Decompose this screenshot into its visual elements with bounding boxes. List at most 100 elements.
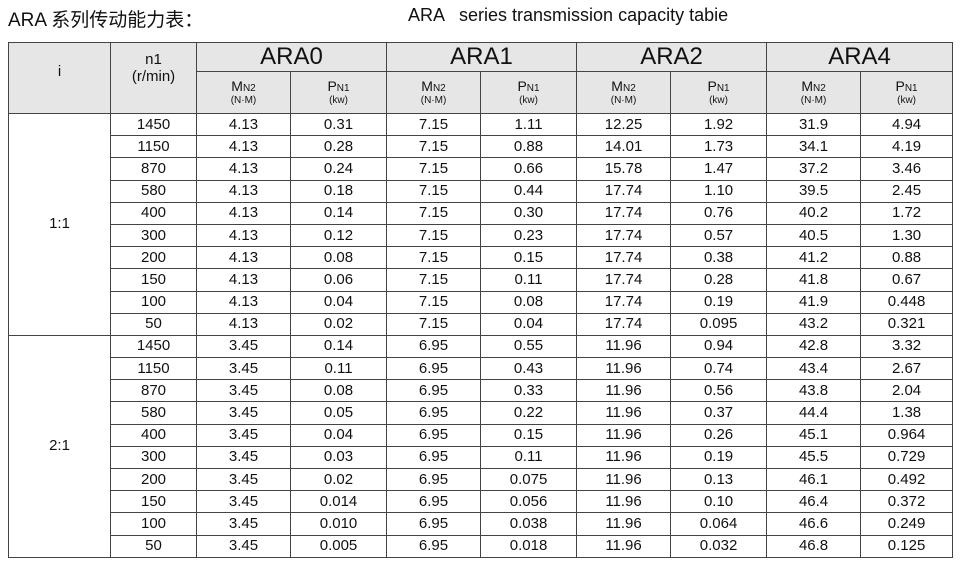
data-row: 2:1 1450 3.45 0.14 6.95 0.55 11.96 0.94 42.8 3.32 [8,334,954,558]
cell: 0.14 [289,201,388,225]
cell: 11.96 [576,467,672,492]
cell: 0.095 [670,312,768,336]
cell: 6.95 [386,379,482,403]
cell: 0.08 [289,379,388,403]
cell: 6.95 [386,357,482,381]
cell: 7.15 [386,112,482,137]
cell: 4.13 [196,312,291,336]
cell: 0.76 [670,201,768,225]
cell: 6.95 [386,534,482,558]
data-row: 200 4.13 0.08 7.15 0.15 17.74 0.38 41.2 0.88 [9,246,954,270]
cell: 0.064 [670,512,768,536]
cell: 150 [110,268,197,292]
symbol: M [611,77,623,94]
unit: (kw) [519,94,538,106]
data-row: 150 3.45 0.014 6.95 0.056 11.96 0.10 46.4 0.372 [9,490,954,514]
cell: 0.44 [480,179,578,203]
cell: 4.13 [196,201,291,225]
cell: 2.04 [860,379,954,403]
cell: 6.95 [386,423,482,447]
cell: 45.5 [766,445,862,470]
cell: 3.45 [196,445,291,470]
cell: 0.30 [480,201,578,225]
cell: 4.13 [196,179,291,203]
title-en: ARA series transmission capacity tabie [408,5,729,25]
cell: 0.88 [860,246,954,270]
cell: 0.372 [860,490,954,514]
cell: 1150 [110,357,197,381]
cell: 0.249 [860,512,954,536]
cell: 3.45 [196,534,291,558]
model-header: ARA1 [386,42,578,72]
cell: 11.96 [576,534,672,558]
data-row: 200 3.45 0.02 6.95 0.075 11.96 0.13 46.1 0.492 [9,467,954,492]
data-row: 870 4.13 0.24 7.15 0.66 15.78 1.47 37.2 3.46 [9,157,954,181]
cell: 40.5 [766,223,862,248]
cell: 4.13 [196,290,291,314]
cell: 0.74 [670,357,768,381]
cell: 4.19 [860,135,954,159]
cell: 6.95 [386,490,482,514]
cell: 0.19 [670,445,768,470]
cell: 0.056 [480,490,578,514]
data-row: 1150 3.45 0.11 6.95 0.43 11.96 0.74 43.4 2.67 [9,357,954,381]
symbol: P [327,77,337,94]
data-row: 400 4.13 0.14 7.15 0.30 17.74 0.76 40.2 1.72 [9,201,954,225]
cell: 0.55 [480,334,578,359]
cell: 0.23 [480,223,578,248]
cell: 0.075 [480,467,578,492]
capacity-table: i n1 (r/min) ARA0 ARA1 ARA2 ARA4 MN2 (N·M) PN1(… [8,42,954,558]
cell: 1.11 [480,112,578,137]
unit: (N·M) [420,94,447,106]
cell: 1.38 [860,401,954,425]
cell: 3.45 [196,357,291,381]
cell: 0.24 [289,157,388,181]
sub-header: PN1 (kw) [670,71,768,114]
cell: 0.10 [670,490,768,514]
model-header: ARA0 [195,42,388,72]
cell: 0.67 [860,268,954,292]
cell: 11.96 [576,357,672,381]
sub-header: MN2 (N·M) [386,71,482,114]
cell: 17.74 [576,268,672,292]
cell: 3.45 [196,401,291,425]
cell: 0.02 [289,467,388,492]
cell: 0.31 [289,112,388,137]
cell: 11.96 [576,334,672,359]
cell: 0.125 [860,534,954,558]
cell: 0.032 [670,534,768,558]
subscript: N2 [242,82,256,94]
cell: 3.32 [860,334,954,359]
cell: 46.8 [766,534,862,558]
cell: 6.95 [386,467,482,492]
subscript: N1 [716,82,730,94]
cell: 6.95 [386,401,482,425]
cell: 0.729 [860,445,954,470]
cell: 0.14 [289,334,388,359]
cell: 0.02 [289,312,388,336]
cell: 0.06 [289,268,388,292]
cell: 0.18 [289,179,388,203]
cell: 0.88 [480,135,578,159]
cell: 7.15 [386,246,482,270]
cell: 7.15 [386,135,482,159]
cell: 0.11 [289,357,388,381]
sub-header: MN2 (N·M) [766,71,862,114]
cell: 0.964 [860,423,954,447]
cell: 3.45 [196,512,291,536]
cell: 17.74 [576,179,672,203]
unit: (N·M) [800,94,827,106]
symbol: M [231,77,243,94]
cell: 43.4 [766,357,862,381]
sub-header: PN1 (kw) [289,71,388,114]
col-n1: n1 (r/min) [110,42,197,114]
symbol: P [707,77,717,94]
cell: 41.2 [766,246,862,270]
cell: 0.04 [289,290,388,314]
symbol: M [421,77,433,94]
cell: 100 [110,512,197,536]
cell: 3.45 [196,423,291,447]
cell: 1.10 [670,179,768,203]
cell: 4.94 [860,112,954,137]
